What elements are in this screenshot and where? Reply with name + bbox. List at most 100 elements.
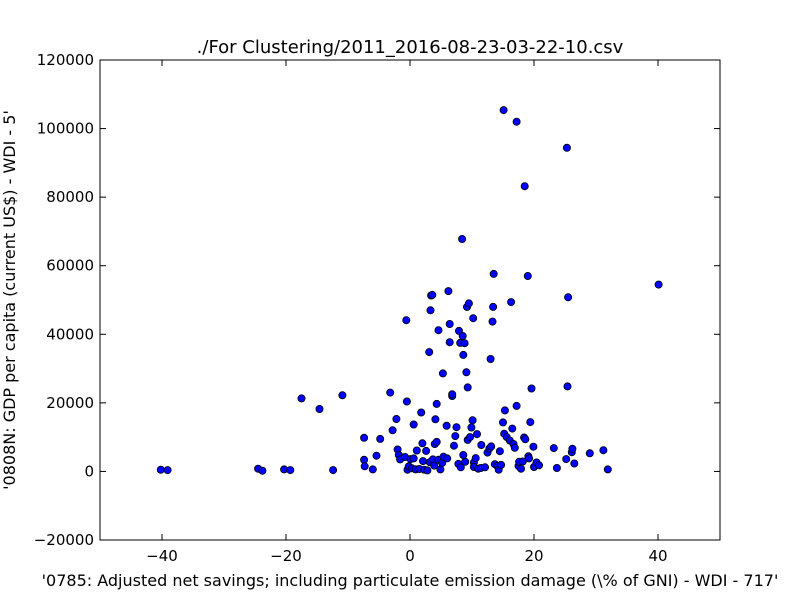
data-point bbox=[467, 423, 476, 432]
data-point bbox=[163, 466, 172, 475]
data-point bbox=[486, 354, 495, 363]
data-point bbox=[549, 444, 558, 453]
data-point bbox=[459, 450, 468, 459]
data-point bbox=[564, 293, 573, 302]
y-tick-label: 0 bbox=[84, 462, 94, 480]
data-point bbox=[523, 271, 532, 280]
data-point bbox=[425, 348, 434, 357]
data-point bbox=[338, 391, 347, 400]
data-point bbox=[499, 106, 508, 115]
data-point bbox=[527, 384, 536, 393]
data-point bbox=[156, 465, 165, 474]
data-point bbox=[526, 418, 535, 427]
data-point bbox=[599, 446, 608, 455]
data-point bbox=[472, 430, 481, 439]
data-point bbox=[495, 447, 504, 456]
data-point bbox=[517, 464, 526, 473]
data-point bbox=[464, 299, 473, 308]
chart-title: ./For Clustering/2011_2016-08-23-03-22-1… bbox=[197, 37, 624, 58]
data-point bbox=[392, 414, 401, 423]
x-tick-label: −40 bbox=[146, 547, 178, 565]
data-point bbox=[443, 454, 452, 463]
data-point bbox=[460, 339, 469, 348]
y-tick-label: 120000 bbox=[37, 51, 94, 69]
y-tick-label: 100000 bbox=[37, 120, 94, 138]
data-point bbox=[500, 406, 509, 415]
data-point bbox=[445, 338, 454, 347]
data-point bbox=[585, 449, 594, 458]
data-point bbox=[570, 459, 579, 468]
data-point bbox=[426, 306, 435, 315]
y-tick-label: 40000 bbox=[46, 325, 94, 343]
data-point bbox=[376, 434, 385, 443]
data-point bbox=[480, 463, 489, 472]
data-point bbox=[563, 382, 572, 391]
data-point bbox=[423, 466, 432, 475]
y-tick-label: 60000 bbox=[46, 257, 94, 275]
data-point bbox=[436, 465, 445, 474]
data-point bbox=[409, 420, 418, 429]
data-point bbox=[315, 404, 324, 413]
data-point bbox=[512, 117, 521, 126]
data-point bbox=[329, 466, 338, 475]
data-point bbox=[452, 423, 461, 432]
data-point bbox=[459, 350, 468, 359]
data-point bbox=[498, 418, 507, 427]
x-tick-label: −20 bbox=[270, 547, 302, 565]
data-point bbox=[432, 437, 441, 446]
x-tick-label: 40 bbox=[648, 547, 667, 565]
data-point bbox=[360, 455, 369, 464]
data-point bbox=[438, 369, 447, 378]
data-point bbox=[432, 399, 441, 408]
data-point bbox=[434, 326, 443, 335]
data-point bbox=[654, 280, 663, 289]
data-point bbox=[568, 444, 577, 453]
data-point bbox=[422, 446, 431, 455]
data-point bbox=[402, 316, 411, 325]
data-point bbox=[412, 446, 421, 455]
data-point bbox=[562, 455, 571, 464]
data-point bbox=[512, 401, 521, 410]
data-point bbox=[368, 465, 377, 474]
data-point bbox=[463, 383, 472, 392]
data-point bbox=[497, 460, 506, 469]
data-point bbox=[461, 457, 470, 466]
data-point bbox=[458, 331, 467, 340]
data-point bbox=[466, 433, 475, 442]
data-point bbox=[258, 466, 267, 475]
data-point bbox=[468, 416, 477, 425]
data-point bbox=[418, 457, 427, 466]
x-tick-label: 0 bbox=[405, 547, 415, 565]
x-axis-ticks: −40 −20 0 20 40 bbox=[146, 60, 668, 565]
y-tick-label: 80000 bbox=[46, 188, 94, 206]
data-point bbox=[431, 415, 440, 424]
data-point bbox=[360, 462, 369, 471]
points-layer bbox=[156, 106, 663, 475]
data-point bbox=[529, 442, 538, 451]
data-point bbox=[487, 442, 496, 451]
data-point bbox=[488, 317, 497, 326]
data-point bbox=[456, 463, 465, 472]
data-point bbox=[562, 143, 571, 152]
y-tick-label: 20000 bbox=[46, 394, 94, 412]
data-point bbox=[510, 443, 519, 452]
data-point bbox=[372, 451, 381, 460]
data-point bbox=[386, 388, 395, 397]
y-axis-label: '0808N: GDP per capita (current US$) - W… bbox=[0, 110, 19, 490]
data-point bbox=[444, 287, 453, 296]
data-point bbox=[471, 454, 480, 463]
data-point bbox=[507, 298, 516, 307]
data-point bbox=[388, 426, 397, 435]
data-point bbox=[489, 269, 498, 278]
data-point bbox=[360, 433, 369, 442]
data-point bbox=[297, 394, 306, 403]
data-point bbox=[535, 461, 544, 470]
data-point bbox=[418, 439, 427, 448]
data-point bbox=[428, 290, 437, 299]
data-point bbox=[469, 314, 478, 323]
data-point bbox=[445, 319, 454, 328]
data-point bbox=[451, 432, 460, 441]
data-point bbox=[477, 440, 486, 449]
data-point bbox=[489, 302, 498, 311]
